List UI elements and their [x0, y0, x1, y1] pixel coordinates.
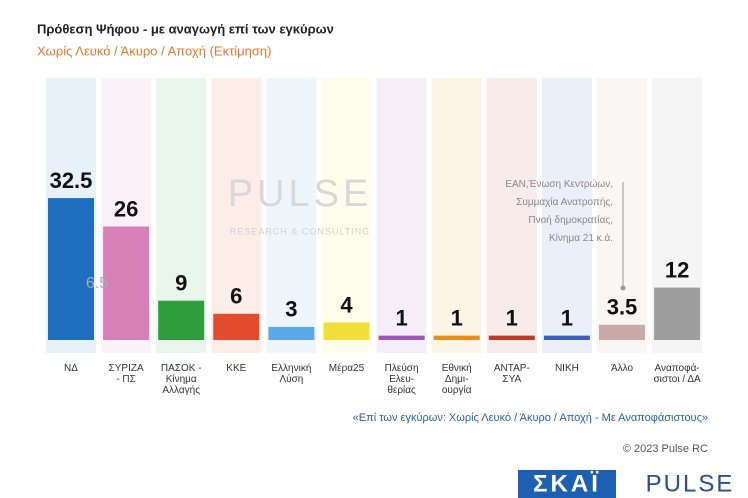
column-background [211, 78, 262, 353]
annotation: ΕΑΝ,Ένωση Κεντρώων, Συμμαχία Ανατροπής, Πν… [505, 178, 613, 244]
bar [543, 335, 590, 340]
column-background [541, 78, 592, 353]
bar [48, 198, 94, 340]
bar [213, 313, 260, 340]
category-label: Άλλο [611, 363, 634, 374]
chart-title: Πρόθεση Ψήφου - με αναγωγή επί των εγκύρ… [37, 21, 334, 36]
category-label: ΑΝΤΑΡ-ΣΥΑ [494, 363, 530, 385]
bar [488, 335, 535, 340]
bar [158, 300, 205, 340]
category-label: Μέρα25 [329, 362, 365, 374]
column-background [486, 78, 537, 353]
value-label: 3.5 [607, 295, 638, 320]
annotation: 6.5 [86, 275, 108, 292]
category-label: ΚΚΕ [226, 363, 246, 374]
chart-subtitle: Χωρίς Λευκό / Άκυρο / Αποχή (Εκτίμηση) [37, 43, 271, 58]
annotation-dot [620, 285, 626, 291]
category-label: ΝΔ [64, 363, 78, 374]
column-background [321, 78, 372, 353]
value-label: 3 [285, 297, 297, 322]
bar [654, 287, 701, 340]
footnote: «Επί των εγκύρων: Χωρίς Λευκό / Άκυρο / … [353, 412, 708, 424]
value-label: 1 [451, 305, 463, 330]
watermark-sub: RESEARCH & CONSULTING [230, 226, 370, 236]
column-background [431, 78, 482, 353]
value-label: 1 [395, 305, 407, 330]
value-label: 26 [114, 196, 138, 221]
value-label: 1 [561, 305, 573, 330]
watermark: PULSE [228, 173, 373, 215]
value-label: 6 [230, 284, 242, 309]
copyright: © 2023 Pulse RC [623, 443, 708, 455]
column-background [376, 78, 427, 353]
bar [323, 322, 370, 340]
category-label: Αναποφά-σιστοι / ΔΑ [653, 362, 701, 385]
category-label: ΝΙΚΗ [555, 363, 579, 374]
category-label: Εθνική Δημι-ουργία [442, 362, 472, 396]
value-label: 12 [665, 257, 689, 282]
value-label: 1 [506, 305, 518, 330]
value-label: 4 [340, 292, 353, 317]
value-label: 32.5 [50, 168, 93, 193]
bar [599, 324, 645, 340]
category-label: ΠΑΣΟΚ -Κίνημα Αλλαγής [161, 363, 202, 396]
bar [433, 335, 480, 340]
column-backgrounds [46, 78, 703, 353]
bar [103, 226, 150, 340]
bar [268, 326, 315, 340]
column-background [266, 78, 317, 353]
category-label: Ελληνική Λύση [271, 362, 311, 385]
logo-box [518, 470, 616, 498]
logo-skai: ΣΚΑΪ [533, 470, 601, 497]
category-label: Πλεύση Ελευ-θερίας [385, 362, 419, 396]
value-label: 9 [175, 271, 187, 296]
bar [378, 335, 425, 340]
category-label: ΣΥΡΙΖΑ - ΠΣ [109, 363, 144, 385]
column-background [597, 78, 647, 353]
logo-pulse: PULSE [646, 470, 735, 497]
